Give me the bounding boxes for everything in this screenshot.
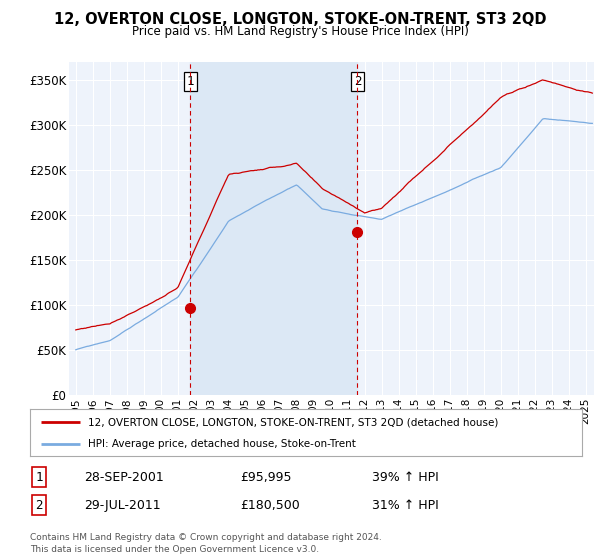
Bar (190, 62, 358, 395)
Text: 28-SEP-2001: 28-SEP-2001 (84, 470, 164, 484)
Text: £180,500: £180,500 (240, 498, 300, 512)
Text: 12, OVERTON CLOSE, LONGTON, STOKE-ON-TRENT, ST3 2QD: 12, OVERTON CLOSE, LONGTON, STOKE-ON-TRE… (54, 12, 546, 27)
Text: 2: 2 (35, 498, 43, 512)
Text: 1: 1 (35, 470, 43, 484)
Text: 12, OVERTON CLOSE, LONGTON, STOKE-ON-TRENT, ST3 2QD (detached house): 12, OVERTON CLOSE, LONGTON, STOKE-ON-TRE… (88, 417, 499, 427)
Text: Contains HM Land Registry data © Crown copyright and database right 2024.
This d: Contains HM Land Registry data © Crown c… (30, 533, 382, 554)
Text: HPI: Average price, detached house, Stoke-on-Trent: HPI: Average price, detached house, Stok… (88, 439, 356, 449)
Text: 1: 1 (187, 75, 194, 88)
Text: £95,995: £95,995 (240, 470, 292, 484)
Text: Price paid vs. HM Land Registry's House Price Index (HPI): Price paid vs. HM Land Registry's House … (131, 25, 469, 38)
Text: 39% ↑ HPI: 39% ↑ HPI (372, 470, 439, 484)
Text: 2: 2 (354, 75, 361, 88)
Text: 31% ↑ HPI: 31% ↑ HPI (372, 498, 439, 512)
Text: 29-JUL-2011: 29-JUL-2011 (84, 498, 161, 512)
